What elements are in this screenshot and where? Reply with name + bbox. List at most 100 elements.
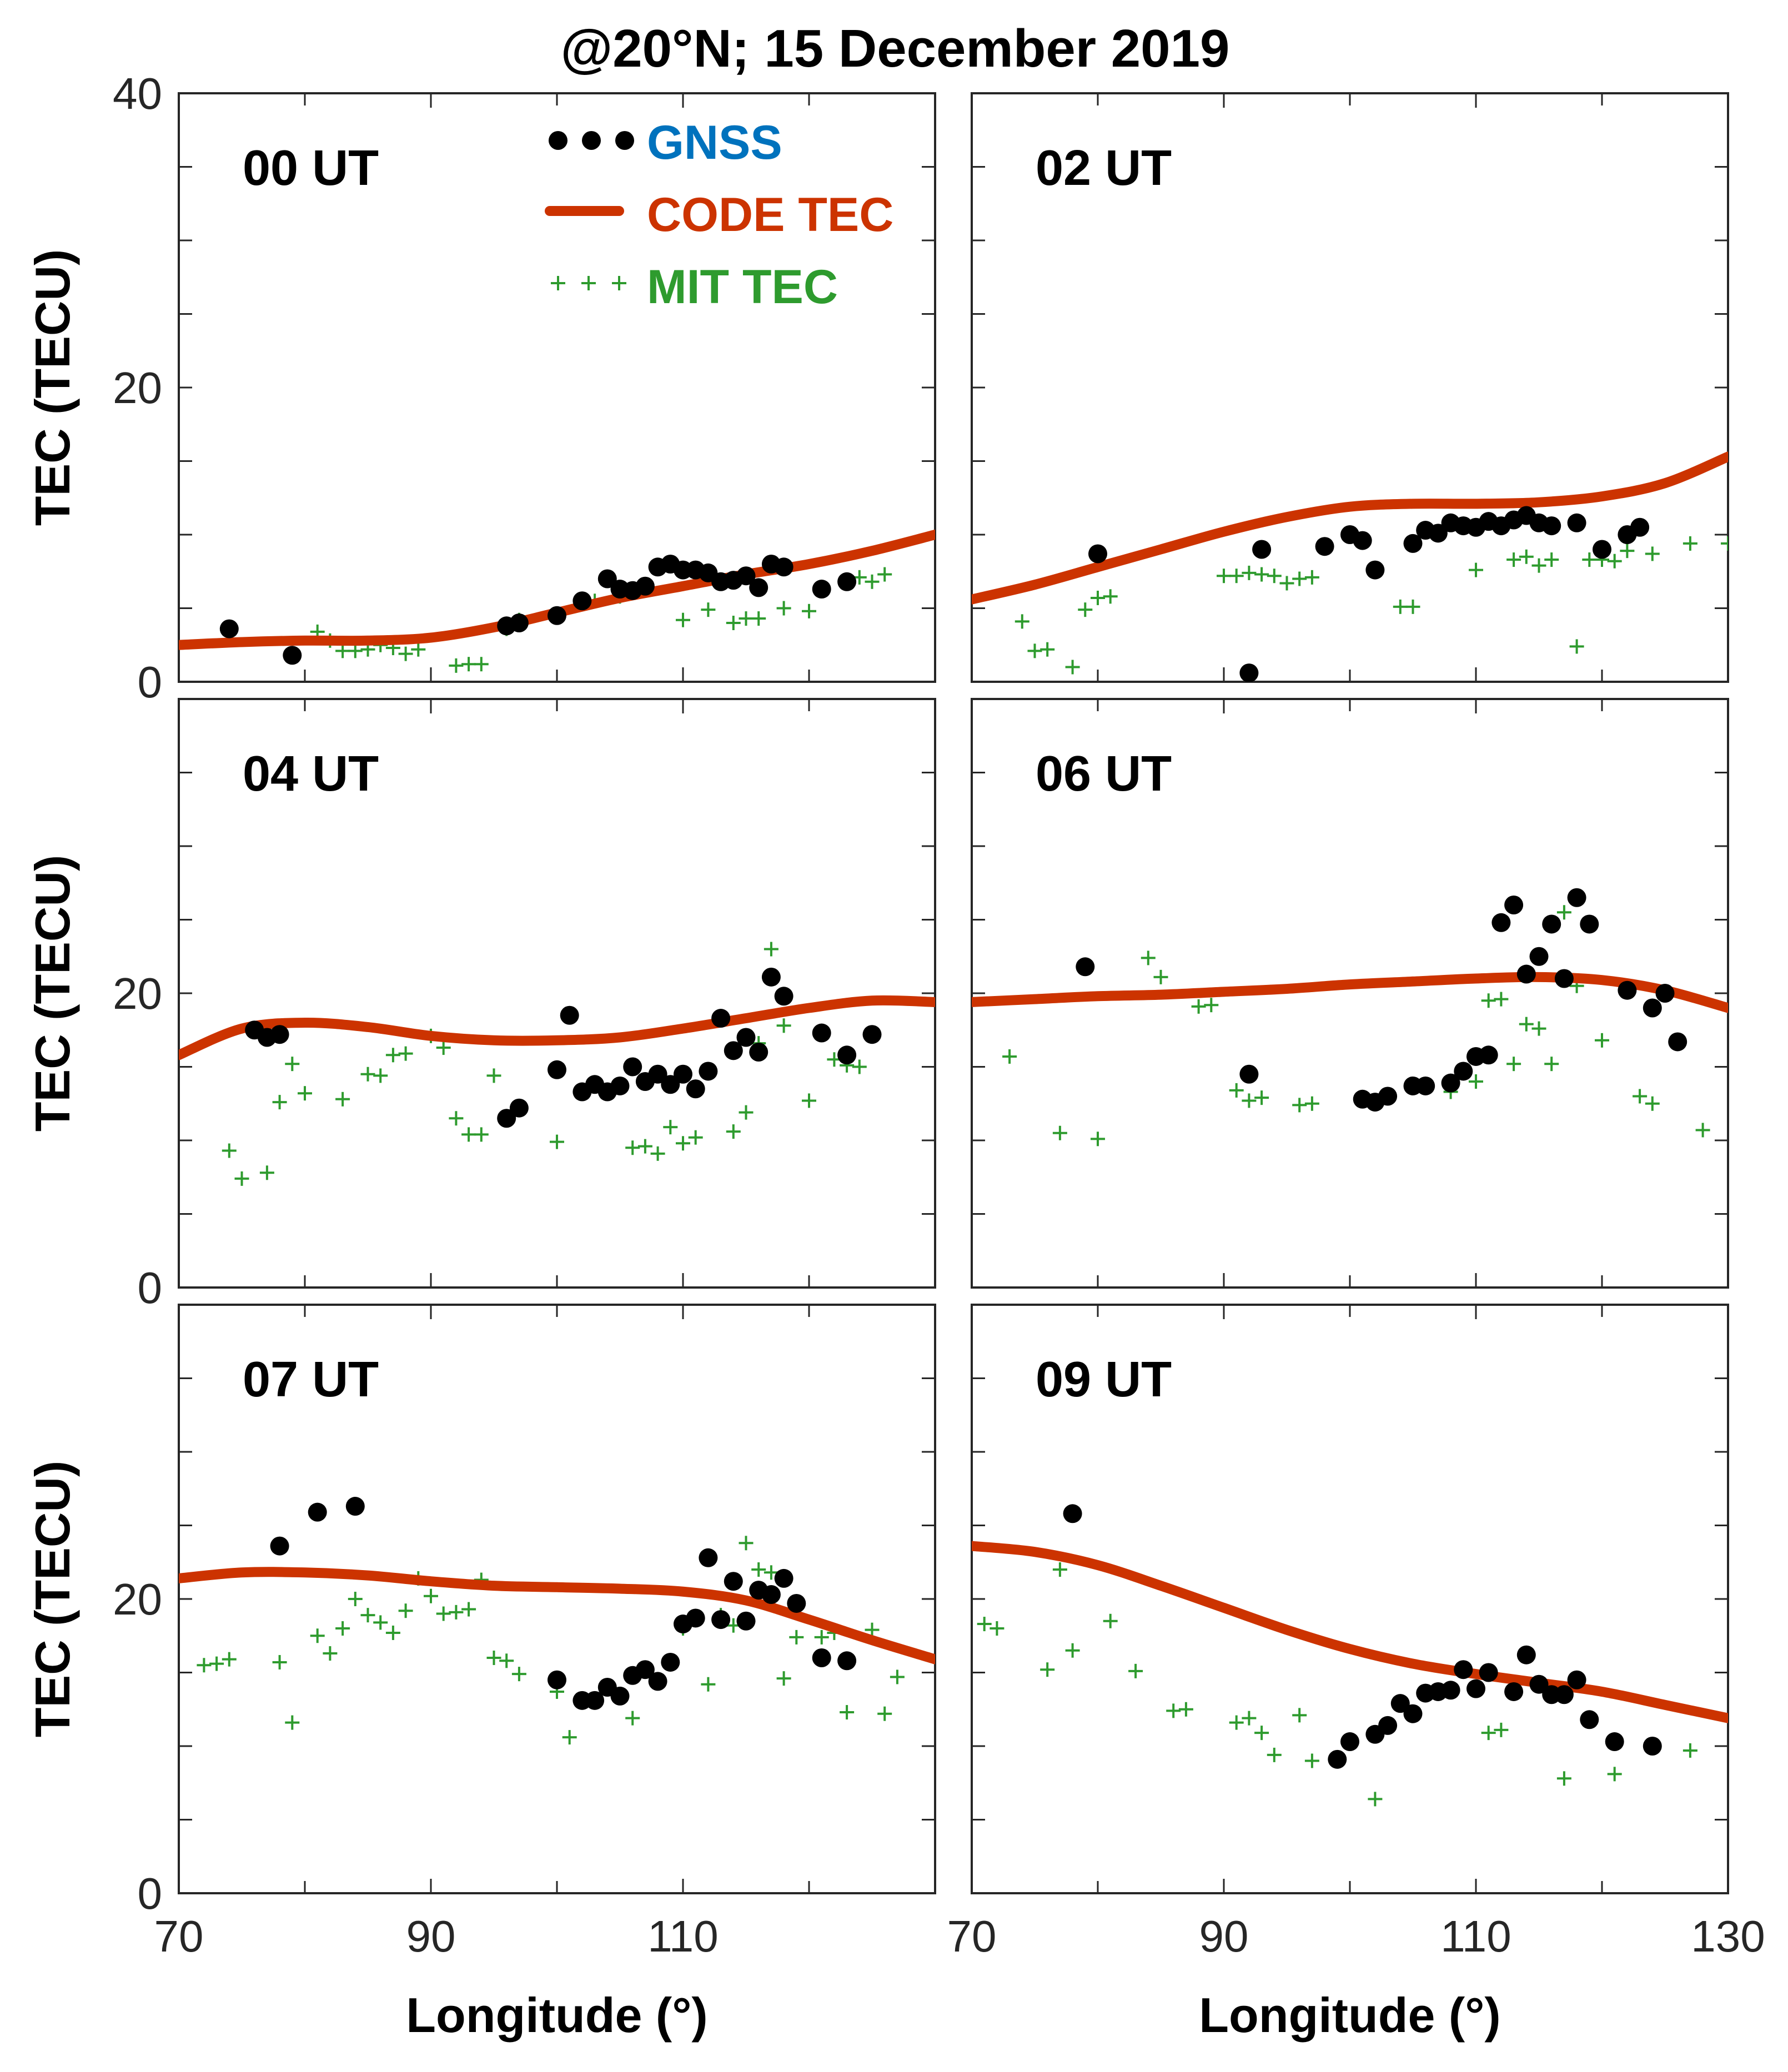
mit-point — [1178, 1702, 1193, 1717]
panel-label: 02 UT — [1036, 140, 1172, 196]
gnss-point — [1252, 540, 1272, 559]
legend-entry-code-tec: CODE TEC — [545, 188, 893, 242]
mit-point — [1544, 552, 1559, 567]
panel-02-ut: 02 UT — [971, 92, 1729, 683]
mit-point — [1052, 1562, 1067, 1577]
code-tec-line — [179, 995, 935, 1060]
mit-point — [1556, 1771, 1571, 1786]
mit-point — [776, 1018, 791, 1033]
gnss-point — [1529, 947, 1549, 966]
mit-point — [739, 1536, 754, 1551]
panel-label: 09 UT — [1036, 1352, 1172, 1407]
gnss-point — [1315, 537, 1334, 556]
mit-point — [411, 642, 426, 657]
mit-point — [1531, 1021, 1546, 1036]
mit-point — [1040, 1662, 1055, 1677]
mit-point — [474, 657, 489, 672]
panel-04-ut: 0 20 TEC (TECU) 04 UT — [25, 698, 936, 1312]
mit-point — [1695, 1123, 1710, 1138]
gnss-point — [749, 578, 769, 597]
mit-point — [449, 658, 464, 673]
gnss-point — [699, 1548, 718, 1567]
mit-point — [1393, 599, 1408, 614]
gnss-point — [1239, 663, 1259, 682]
mit-point — [1595, 1033, 1609, 1048]
x-tick-label: 110 — [1440, 1912, 1511, 1961]
gnss-point — [812, 1023, 831, 1043]
panel-06-ut: 06 UT — [971, 698, 1729, 1289]
x-tick-label: 90 — [1199, 1912, 1249, 1961]
gnss-point — [1542, 516, 1561, 536]
mit-point — [373, 1615, 388, 1630]
mit-point — [1242, 565, 1257, 580]
gnss-point — [736, 1611, 756, 1631]
mit-point — [373, 1068, 388, 1083]
gnss-point — [724, 1572, 743, 1591]
gnss-point — [572, 591, 592, 611]
mit-point — [1682, 1743, 1697, 1758]
mit-point — [726, 616, 741, 630]
mit-point — [1103, 1613, 1118, 1628]
gnss-point — [711, 1610, 731, 1630]
gnss-point — [1428, 524, 1448, 543]
mit-point — [1494, 1722, 1509, 1737]
mit-point — [1091, 590, 1105, 605]
mit-point — [877, 1706, 892, 1721]
gnss-point — [787, 1593, 806, 1613]
mit-point — [701, 602, 716, 617]
gnss-point — [610, 1686, 630, 1706]
ticks — [971, 1304, 1729, 1894]
mit-point — [1204, 998, 1219, 1013]
gnss-point — [1567, 888, 1586, 907]
mit-point — [1091, 1131, 1105, 1146]
mit-point — [222, 1143, 237, 1158]
gnss-point — [1403, 1704, 1423, 1723]
mit-point — [209, 1656, 224, 1671]
mit-point — [776, 601, 791, 616]
mit-point — [865, 1622, 880, 1637]
mit-point — [688, 1130, 703, 1145]
gnss-point — [837, 572, 857, 591]
mit-point — [272, 1095, 287, 1110]
mit-point — [360, 1608, 375, 1623]
chart-title: @20°N; 15 December 2019 — [561, 19, 1230, 78]
mit-point — [739, 611, 754, 626]
legend-entry-gnss: GNSS — [549, 116, 782, 169]
mit-point — [550, 1134, 564, 1149]
gnss-point — [585, 1691, 605, 1710]
gnss-point — [1542, 914, 1561, 934]
mit-point — [449, 1605, 464, 1620]
panel-09-ut: 70 90 110 130 Longitude (°) 09 UT — [947, 1304, 1765, 2043]
panel-data — [179, 530, 935, 673]
panel-label: 07 UT — [243, 1352, 379, 1407]
mit-point — [1469, 562, 1483, 577]
gnss-point — [837, 1651, 857, 1671]
mit-point — [1607, 554, 1622, 569]
mit-point — [285, 1715, 300, 1730]
gnss-point — [1516, 1645, 1536, 1664]
mit-point — [1304, 1096, 1319, 1111]
gnss-point — [648, 1064, 667, 1084]
mit-point — [449, 1111, 464, 1126]
mit-point — [1141, 950, 1156, 965]
mit-point — [424, 1588, 438, 1603]
mit-point — [461, 1602, 476, 1617]
legend-marker-circle — [582, 131, 601, 150]
mit-point — [511, 1667, 526, 1682]
mit-point — [436, 1606, 451, 1621]
mit-point — [197, 1658, 212, 1673]
mit-point — [814, 1630, 829, 1644]
gnss-point — [1454, 1062, 1473, 1081]
x-axis-label: Longitude (°) — [406, 1988, 707, 2043]
gnss-point — [560, 1005, 579, 1025]
mit-point — [1607, 1767, 1622, 1782]
mit-point — [1292, 1708, 1307, 1723]
mit-point — [562, 1730, 577, 1745]
mit-point — [1166, 1703, 1181, 1718]
panel-data — [179, 1497, 935, 1745]
gnss-point — [699, 1062, 718, 1081]
mit-point — [739, 1105, 754, 1120]
gnss-point — [1567, 513, 1586, 532]
mit-point — [1217, 569, 1231, 584]
gnss-point — [1618, 980, 1637, 1000]
